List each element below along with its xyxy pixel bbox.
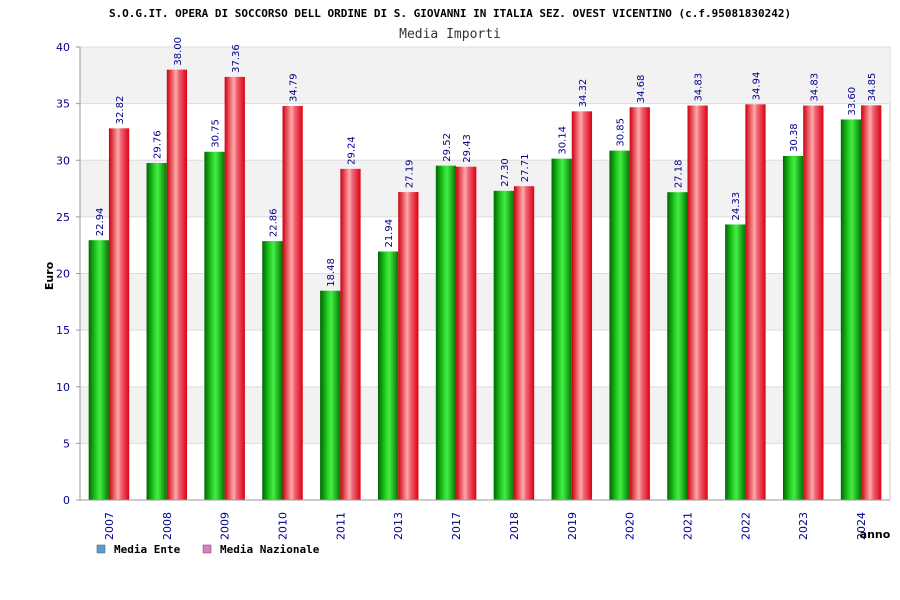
grid-band [80, 386, 890, 444]
bar-media-ente-2018 [493, 190, 514, 500]
bar-media-nazionale-2022 [745, 104, 766, 500]
legend-label-media-ente: Media Ente [114, 543, 181, 556]
bar-media-nazionale-2024 [861, 105, 882, 500]
value-label: 30.75 [211, 119, 222, 148]
value-label: 30.14 [558, 126, 569, 155]
y-tick-label: 5 [63, 437, 70, 450]
grid-band [80, 47, 890, 104]
bar-media-ente-2022 [725, 224, 746, 500]
value-label: 34.85 [867, 73, 878, 102]
value-label: 27.30 [500, 158, 511, 187]
y-tick-label: 40 [56, 41, 70, 54]
y-axis-label: Euro [43, 261, 56, 290]
value-label: 34.94 [751, 72, 762, 101]
bar-media-ente-2019 [551, 158, 572, 501]
legend-swatch-media-ente [96, 544, 106, 554]
bar-media-nazionale-2020 [629, 107, 650, 501]
chart-subtitle: Media Importi [399, 27, 501, 42]
bar-media-ente-2007 [88, 240, 109, 500]
bar-media-ente-2017 [435, 165, 457, 500]
x-tick-label: 2018 [508, 512, 521, 540]
y-axis-ticks: 0 5 10 15 20 25 30 35 40 [56, 41, 80, 507]
bar-media-nazionale-2013 [398, 192, 419, 501]
y-tick-label: 0 [63, 494, 70, 507]
x-tick-label: 2013 [392, 512, 405, 540]
value-label: 34.83 [694, 73, 705, 102]
value-label: 29.24 [346, 136, 357, 165]
value-label: 27.71 [520, 154, 531, 183]
value-label: 29.52 [442, 133, 453, 162]
bar-media-ente-2013 [377, 251, 399, 500]
value-label: 29.76 [153, 130, 164, 159]
bars [88, 69, 882, 501]
value-label: 21.94 [384, 219, 395, 248]
bar-media-nazionale-2017 [456, 166, 477, 500]
x-tick-label: 2024 [855, 512, 868, 540]
bar-media-ente-2010 [262, 241, 283, 500]
x-axis-label: anno [860, 528, 891, 541]
bar-media-ente-2024 [840, 119, 862, 500]
x-tick-label: 2011 [334, 512, 347, 540]
grid-band [80, 273, 890, 331]
bar-media-ente-2011 [320, 290, 341, 500]
bar-media-ente-2008 [146, 162, 167, 500]
bar-media-nazionale-2007 [108, 128, 130, 500]
value-label: 37.36 [231, 44, 242, 73]
x-tick-label: 2017 [450, 512, 463, 540]
y-tick-label: 25 [56, 211, 70, 224]
bar-media-nazionale-2021 [687, 105, 708, 501]
chart-title: S.O.G.IT. OPERA DI SOCCORSO DELL ORDINE … [109, 7, 791, 20]
value-label: 38.00 [173, 37, 184, 66]
value-label: 32.82 [115, 96, 126, 125]
x-tick-label: 2022 [739, 512, 752, 540]
x-tick-label: 2007 [103, 512, 116, 540]
value-label: 24.33 [731, 192, 742, 221]
x-tick-label: 2019 [566, 512, 579, 540]
value-label: 30.38 [789, 123, 800, 152]
legend-swatch-media-nazionale [202, 544, 212, 554]
value-label: 22.86 [268, 208, 279, 237]
value-label: 34.32 [578, 79, 589, 108]
x-axis-ticks: 2007 2008 2009 2010 2011 2013 2017 2018 2019 2020… [103, 512, 868, 540]
legend: Media Ente Media Nazionale [96, 543, 320, 556]
bar-media-nazionale-2018 [513, 186, 535, 500]
value-label: 33.60 [847, 87, 858, 116]
value-labels: 22.94 32.82 29.76 38.00 30.75 37.36 22.86 34.79… [95, 37, 878, 287]
value-label: 22.94 [95, 208, 106, 237]
value-label: 34.79 [289, 73, 300, 102]
bar-media-ente-2009 [204, 151, 225, 500]
value-label: 34.83 [809, 73, 820, 102]
bar-media-nazionale-2009 [224, 76, 245, 500]
bar-media-nazionale-2011 [340, 168, 361, 500]
value-label: 30.85 [616, 118, 627, 147]
x-tick-label: 2020 [624, 512, 637, 540]
legend-label-media-nazionale: Media Nazionale [220, 543, 320, 556]
value-label: 27.19 [404, 159, 415, 188]
x-tick-label: 2023 [797, 512, 810, 540]
bar-media-nazionale-2010 [282, 106, 303, 501]
x-tick-label: 2009 [219, 512, 232, 540]
y-tick-label: 30 [56, 154, 70, 167]
grid-band [80, 160, 890, 217]
y-tick-label: 15 [56, 324, 70, 337]
x-tick-label: 2021 [682, 512, 695, 540]
value-label: 18.48 [326, 258, 337, 287]
bar-media-nazionale-2008 [166, 69, 188, 501]
value-label: 27.18 [673, 160, 684, 189]
value-label: 29.43 [462, 134, 473, 163]
bar-media-ente-2023 [782, 155, 804, 500]
value-label: 34.68 [636, 75, 647, 104]
bar-media-ente-2021 [667, 192, 688, 500]
y-tick-label: 20 [56, 268, 70, 281]
x-tick-label: 2010 [277, 512, 290, 540]
x-tick-label: 2008 [161, 512, 174, 540]
y-tick-label: 10 [56, 381, 70, 394]
bar-media-nazionale-2019 [571, 111, 593, 501]
bar-media-nazionale-2023 [803, 105, 824, 501]
bar-media-ente-2020 [609, 150, 630, 500]
y-tick-label: 35 [56, 98, 70, 111]
